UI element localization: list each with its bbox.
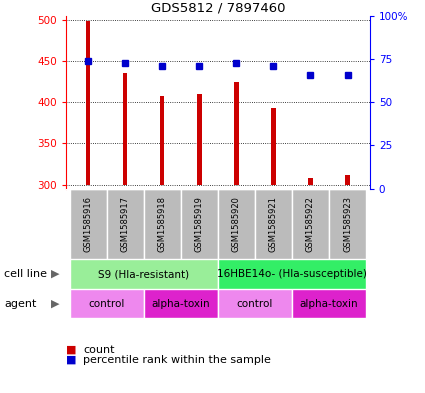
Bar: [70, 289, 144, 318]
Text: GSM1585923: GSM1585923: [343, 196, 352, 252]
Text: cell line: cell line: [4, 269, 47, 279]
Bar: [181, 189, 218, 259]
Text: ■: ■: [66, 345, 76, 355]
Text: count: count: [83, 345, 114, 355]
Title: GDS5812 / 7897460: GDS5812 / 7897460: [150, 2, 285, 15]
Bar: [144, 289, 218, 318]
Bar: [234, 83, 238, 185]
Text: GSM1585919: GSM1585919: [195, 196, 204, 252]
Text: GSM1585920: GSM1585920: [232, 196, 241, 252]
Bar: [218, 189, 255, 259]
Text: S9 (Hla-resistant): S9 (Hla-resistant): [98, 269, 189, 279]
Text: GSM1585917: GSM1585917: [121, 196, 130, 252]
Bar: [144, 189, 181, 259]
Text: alpha-toxin: alpha-toxin: [151, 299, 210, 309]
Text: GSM1585921: GSM1585921: [269, 196, 278, 252]
Text: control: control: [88, 299, 125, 309]
Text: GSM1585918: GSM1585918: [158, 196, 167, 252]
Bar: [329, 189, 366, 259]
Text: ▶: ▶: [51, 269, 60, 279]
Bar: [218, 259, 366, 289]
Bar: [197, 94, 201, 185]
Bar: [255, 189, 292, 259]
Bar: [292, 289, 366, 318]
Bar: [123, 73, 128, 185]
Text: ■: ■: [66, 354, 76, 365]
Bar: [292, 189, 329, 259]
Bar: [308, 178, 313, 185]
Bar: [107, 189, 144, 259]
Text: control: control: [237, 299, 273, 309]
Text: GSM1585916: GSM1585916: [84, 196, 93, 252]
Text: GSM1585922: GSM1585922: [306, 196, 315, 252]
Bar: [218, 289, 292, 318]
Bar: [271, 108, 276, 185]
Bar: [70, 259, 218, 289]
Text: 16HBE14o- (Hla-susceptible): 16HBE14o- (Hla-susceptible): [217, 269, 367, 279]
Bar: [86, 22, 91, 185]
Text: percentile rank within the sample: percentile rank within the sample: [83, 354, 271, 365]
Bar: [345, 174, 350, 185]
Text: agent: agent: [4, 299, 37, 309]
Text: ▶: ▶: [51, 299, 60, 309]
Bar: [160, 95, 164, 185]
Bar: [70, 189, 107, 259]
Text: alpha-toxin: alpha-toxin: [300, 299, 358, 309]
